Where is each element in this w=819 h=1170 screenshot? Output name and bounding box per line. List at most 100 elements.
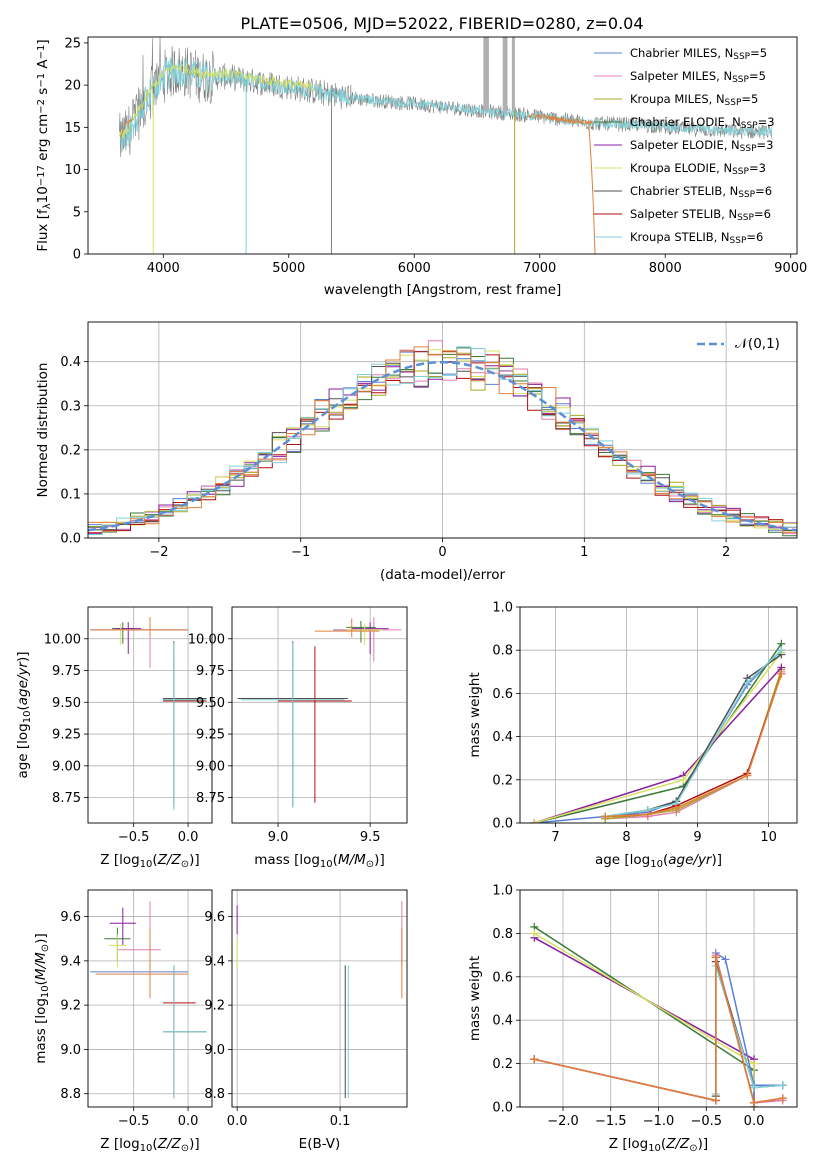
plot-area (530, 922, 787, 1107)
label-part: M/M (33, 952, 49, 980)
label-part: )] (374, 852, 385, 868)
x-tick-label: 8 (622, 830, 630, 845)
plot-area (530, 639, 786, 823)
y-tick-label: 0.6 (492, 687, 513, 702)
legend-model: Chabrier ELODIE, N (630, 115, 741, 129)
x-tick-label: 4000 (147, 261, 180, 276)
label-part: −1 (36, 45, 47, 60)
plot-area (88, 340, 797, 537)
mass-weight-marker (679, 775, 688, 784)
residual-histogram (88, 346, 797, 535)
label-part: ( (33, 980, 49, 985)
y-tick-label: 0.0 (60, 532, 81, 547)
y-tick-label: 0.8 (492, 927, 513, 942)
x-tick-label: −2.0 (547, 1114, 579, 1129)
mass-weight-marker (777, 669, 786, 678)
x-axis-label: age [log10(age/yr)] (595, 852, 722, 870)
emission-line (504, 37, 508, 111)
y-tick-label: 9.2 (60, 999, 81, 1014)
y-tick-label: 0.1 (60, 487, 81, 502)
label-part: 10 (140, 859, 153, 870)
legend-model: Salpeter MILES, N (630, 69, 732, 83)
legend-tail: =3 (749, 161, 766, 175)
emission-line (502, 37, 506, 111)
model-spectrum-start (120, 118, 134, 138)
x-axis-label: wavelength [Angstrom, rest frame] (324, 282, 562, 298)
panel-mass_vs_ebv: 0.0 0.1 8.8 9.0 9.2 9.4 9.6 E(B-V) (204, 889, 408, 1152)
label-part: ⊙ (181, 1143, 189, 1154)
label-part: Z [log (100, 852, 139, 868)
emission-line (511, 37, 515, 111)
y-tick-label: 0.3 (60, 399, 81, 414)
label-part: age/yr (15, 661, 31, 706)
x-tick-label: −2 (149, 545, 168, 560)
label-part: M/M (338, 852, 366, 868)
label-part: ( (333, 852, 338, 868)
legend-entry: Salpeter STELIB, NSSP=6 (630, 207, 771, 223)
y-tick-label: 0.4 (60, 355, 81, 370)
legend-sub: SSP (730, 236, 747, 246)
x-axis-label: E(B-V) (299, 1136, 341, 1152)
legend-entry: Chabrier ELODIE, NSSP=3 (630, 115, 775, 131)
y-axis-label: age [log10(age/yr)] (15, 651, 33, 778)
mass-weight-marker (672, 803, 681, 812)
axes-frame (87, 321, 798, 539)
x-tick-label: 0 (438, 545, 446, 560)
legend-sub: SSP (738, 190, 755, 200)
legend-model: Kroupa MILES, N (630, 92, 725, 106)
y-tick-label: 0.6 (492, 970, 513, 985)
label-part: s (35, 88, 51, 99)
legend-model: Salpeter ELODIE, N (630, 138, 740, 152)
plot-area (237, 617, 402, 808)
label-part: )] (33, 933, 49, 944)
label-part: ⊙ (40, 944, 51, 952)
label-part: mass [log (33, 998, 49, 1064)
label-part: age [log (15, 723, 31, 778)
axes-frame (231, 889, 408, 1108)
legend-model: Kroupa STELIB, N (630, 230, 730, 244)
label-part: 10 (320, 859, 333, 870)
x-tick-label: 0.0 (227, 1114, 248, 1129)
emission-line (485, 37, 489, 111)
label-part: Flux [f (35, 208, 51, 252)
label-part: ⊙ (366, 859, 374, 870)
figure-title: PLATE=0506, MJD=52022, FIBERID=0280, z=0… (240, 14, 643, 33)
x-tick-label: −1.0 (643, 1114, 675, 1129)
axes-frame (87, 606, 213, 824)
plot-area (236, 901, 403, 1099)
y-tick-label: 9.4 (60, 954, 81, 969)
axes-frame (231, 606, 408, 824)
label-part: 10 (40, 985, 51, 998)
x-tick-label: 0.0 (744, 1114, 765, 1129)
legend-sub: SSP (732, 167, 749, 177)
label-part: 10 (140, 1143, 153, 1154)
y-tick-label: 0.2 (60, 443, 81, 458)
mass-weight-marker (778, 1094, 787, 1103)
label-part: ⊙ (181, 859, 189, 870)
mass-weight-marker (777, 646, 786, 655)
y-tick-label: 0.0 (492, 817, 513, 832)
label-part: Z [log (100, 1136, 139, 1152)
emission-line (483, 37, 487, 111)
y-tick-label: 10.00 (188, 632, 225, 647)
label-part: ( (661, 1136, 666, 1152)
legend-sub: SSP (737, 213, 754, 223)
y-tick-label: 9.0 (60, 1043, 81, 1058)
label-part: erg cm (35, 114, 51, 165)
y-tick-label: 9.2 (204, 999, 225, 1014)
label-part: 10 (650, 859, 663, 870)
y-axis-label: mass [log10(M/M⊙)] (33, 933, 51, 1063)
y-tick-label: 1.0 (492, 884, 513, 899)
legend-entry: 𝒩(0,1) (735, 336, 780, 352)
x-tick-label: −0.5 (118, 830, 150, 845)
mass-weight-marker (750, 1059, 759, 1068)
label-part: ( (152, 852, 157, 868)
x-tick-label: −0.5 (118, 1114, 150, 1129)
label-part: Z [log (609, 1136, 648, 1152)
legend-tail: =5 (749, 69, 766, 83)
x-tick-label: 9.0 (268, 830, 289, 845)
plot-area (90, 617, 207, 811)
